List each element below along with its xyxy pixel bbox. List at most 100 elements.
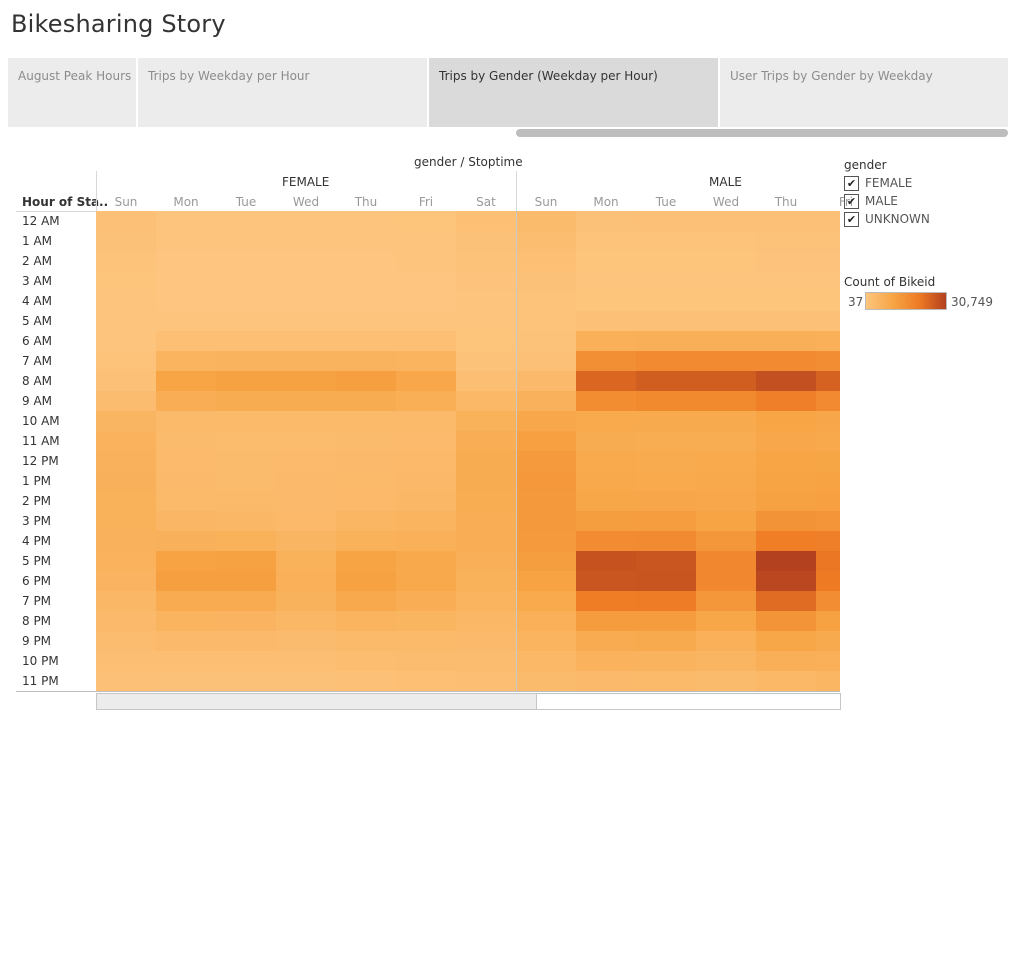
heatmap-cell[interactable] — [636, 631, 696, 651]
heatmap-cell[interactable] — [636, 511, 696, 531]
heatmap-cell[interactable] — [216, 631, 276, 651]
heatmap-cell[interactable] — [396, 491, 456, 511]
heatmap-cell[interactable] — [96, 611, 156, 631]
heatmap-cell[interactable] — [576, 611, 636, 631]
heatmap-cell[interactable] — [156, 451, 216, 471]
heatmap-cell[interactable] — [636, 651, 696, 671]
heatmap-cell[interactable] — [696, 391, 756, 411]
heatmap-cell[interactable] — [696, 331, 756, 351]
heatmap-cell[interactable] — [636, 291, 696, 311]
heatmap-cell[interactable] — [276, 571, 336, 591]
heatmap-cell[interactable] — [576, 631, 636, 651]
heatmap-cell[interactable] — [816, 251, 840, 271]
heatmap-cell[interactable] — [456, 351, 516, 371]
heatmap-cell[interactable] — [276, 551, 336, 571]
heatmap-cell[interactable] — [516, 271, 576, 291]
heatmap-cell[interactable] — [456, 331, 516, 351]
heatmap-cell[interactable] — [516, 551, 576, 571]
heatmap-cell[interactable] — [396, 571, 456, 591]
heatmap-cell[interactable] — [756, 511, 816, 531]
heatmap-cell[interactable] — [336, 591, 396, 611]
heatmap-cell[interactable] — [516, 331, 576, 351]
heatmap-cell[interactable] — [216, 251, 276, 271]
heatmap-cell[interactable] — [96, 291, 156, 311]
heatmap-cell[interactable] — [696, 631, 756, 651]
heatmap-cell[interactable] — [156, 291, 216, 311]
heatmap-cell[interactable] — [396, 351, 456, 371]
heatmap-cell[interactable] — [216, 471, 276, 491]
heatmap-cell[interactable] — [156, 411, 216, 431]
heatmap-cell[interactable] — [696, 431, 756, 451]
heatmap-cell[interactable] — [816, 631, 840, 651]
heatmap-cell[interactable] — [156, 551, 216, 571]
heatmap-cell[interactable] — [156, 671, 216, 691]
heatmap-cell[interactable] — [456, 451, 516, 471]
tab-august-peak-hours[interactable]: August Peak Hours — [8, 58, 136, 127]
heatmap-cell[interactable] — [156, 351, 216, 371]
heatmap-cell[interactable] — [156, 271, 216, 291]
heatmap-cell[interactable] — [756, 411, 816, 431]
heatmap-cell[interactable] — [756, 211, 816, 231]
heatmap-cell[interactable] — [396, 311, 456, 331]
heatmap-cell[interactable] — [696, 491, 756, 511]
heatmap-cell[interactable] — [696, 271, 756, 291]
heatmap-cell[interactable] — [156, 331, 216, 351]
heatmap-cell[interactable] — [216, 211, 276, 231]
heatmap-cell[interactable] — [756, 311, 816, 331]
heatmap-cell[interactable] — [216, 351, 276, 371]
tab-strip-scrollbar[interactable] — [516, 129, 1008, 137]
heatmap-cell[interactable] — [276, 491, 336, 511]
horizontal-scrollbar-thumb[interactable] — [97, 694, 537, 709]
heatmap-cell[interactable] — [336, 511, 396, 531]
heatmap-cell[interactable] — [636, 571, 696, 591]
heatmap-cell[interactable] — [96, 211, 156, 231]
checkbox-unknown[interactable]: ✔ — [844, 212, 859, 227]
heatmap-cell[interactable] — [756, 591, 816, 611]
heatmap-cell[interactable] — [396, 471, 456, 491]
heatmap-cell[interactable] — [456, 411, 516, 431]
heatmap-cell[interactable] — [276, 391, 336, 411]
heatmap-cell[interactable] — [636, 531, 696, 551]
heatmap-cell[interactable] — [456, 551, 516, 571]
heatmap-cell[interactable] — [216, 271, 276, 291]
heatmap-cell[interactable] — [276, 611, 336, 631]
heatmap-cell[interactable] — [696, 671, 756, 691]
heatmap-cell[interactable] — [516, 251, 576, 271]
tab-user-trips-by-gender[interactable]: User Trips by Gender by Weekday — [720, 58, 1008, 127]
heatmap-cell[interactable] — [696, 411, 756, 431]
heatmap-cell[interactable] — [576, 331, 636, 351]
heatmap-cell[interactable] — [216, 391, 276, 411]
heatmap-cell[interactable] — [516, 431, 576, 451]
heatmap-cell[interactable] — [696, 611, 756, 631]
heatmap-cell[interactable] — [756, 531, 816, 551]
heatmap-cell[interactable] — [516, 311, 576, 331]
heatmap-cell[interactable] — [516, 391, 576, 411]
heatmap-cell[interactable] — [696, 531, 756, 551]
heatmap-cell[interactable] — [276, 251, 336, 271]
heatmap-cell[interactable] — [156, 591, 216, 611]
heatmap-cell[interactable] — [216, 591, 276, 611]
heatmap-cell[interactable] — [816, 611, 840, 631]
heatmap-cell[interactable] — [336, 551, 396, 571]
heatmap-cell[interactable] — [576, 651, 636, 671]
heatmap-cell[interactable] — [756, 351, 816, 371]
heatmap-cell[interactable] — [636, 271, 696, 291]
heatmap-cell[interactable] — [216, 611, 276, 631]
heatmap-cell[interactable] — [636, 491, 696, 511]
heatmap-cell[interactable] — [96, 671, 156, 691]
heatmap-cell[interactable] — [96, 591, 156, 611]
heatmap-cell[interactable] — [276, 331, 336, 351]
heatmap-cell[interactable] — [156, 251, 216, 271]
heatmap-cell[interactable] — [756, 551, 816, 571]
heatmap-cell[interactable] — [336, 651, 396, 671]
heatmap-cell[interactable] — [276, 471, 336, 491]
heatmap-cell[interactable] — [96, 631, 156, 651]
heatmap-cell[interactable] — [336, 451, 396, 471]
heatmap-cell[interactable] — [396, 651, 456, 671]
heatmap-cell[interactable] — [456, 311, 516, 331]
heatmap-cell[interactable] — [336, 571, 396, 591]
heatmap-cell[interactable] — [456, 431, 516, 451]
heatmap-cell[interactable] — [576, 371, 636, 391]
heatmap-cell[interactable] — [756, 371, 816, 391]
heatmap-cell[interactable] — [96, 491, 156, 511]
